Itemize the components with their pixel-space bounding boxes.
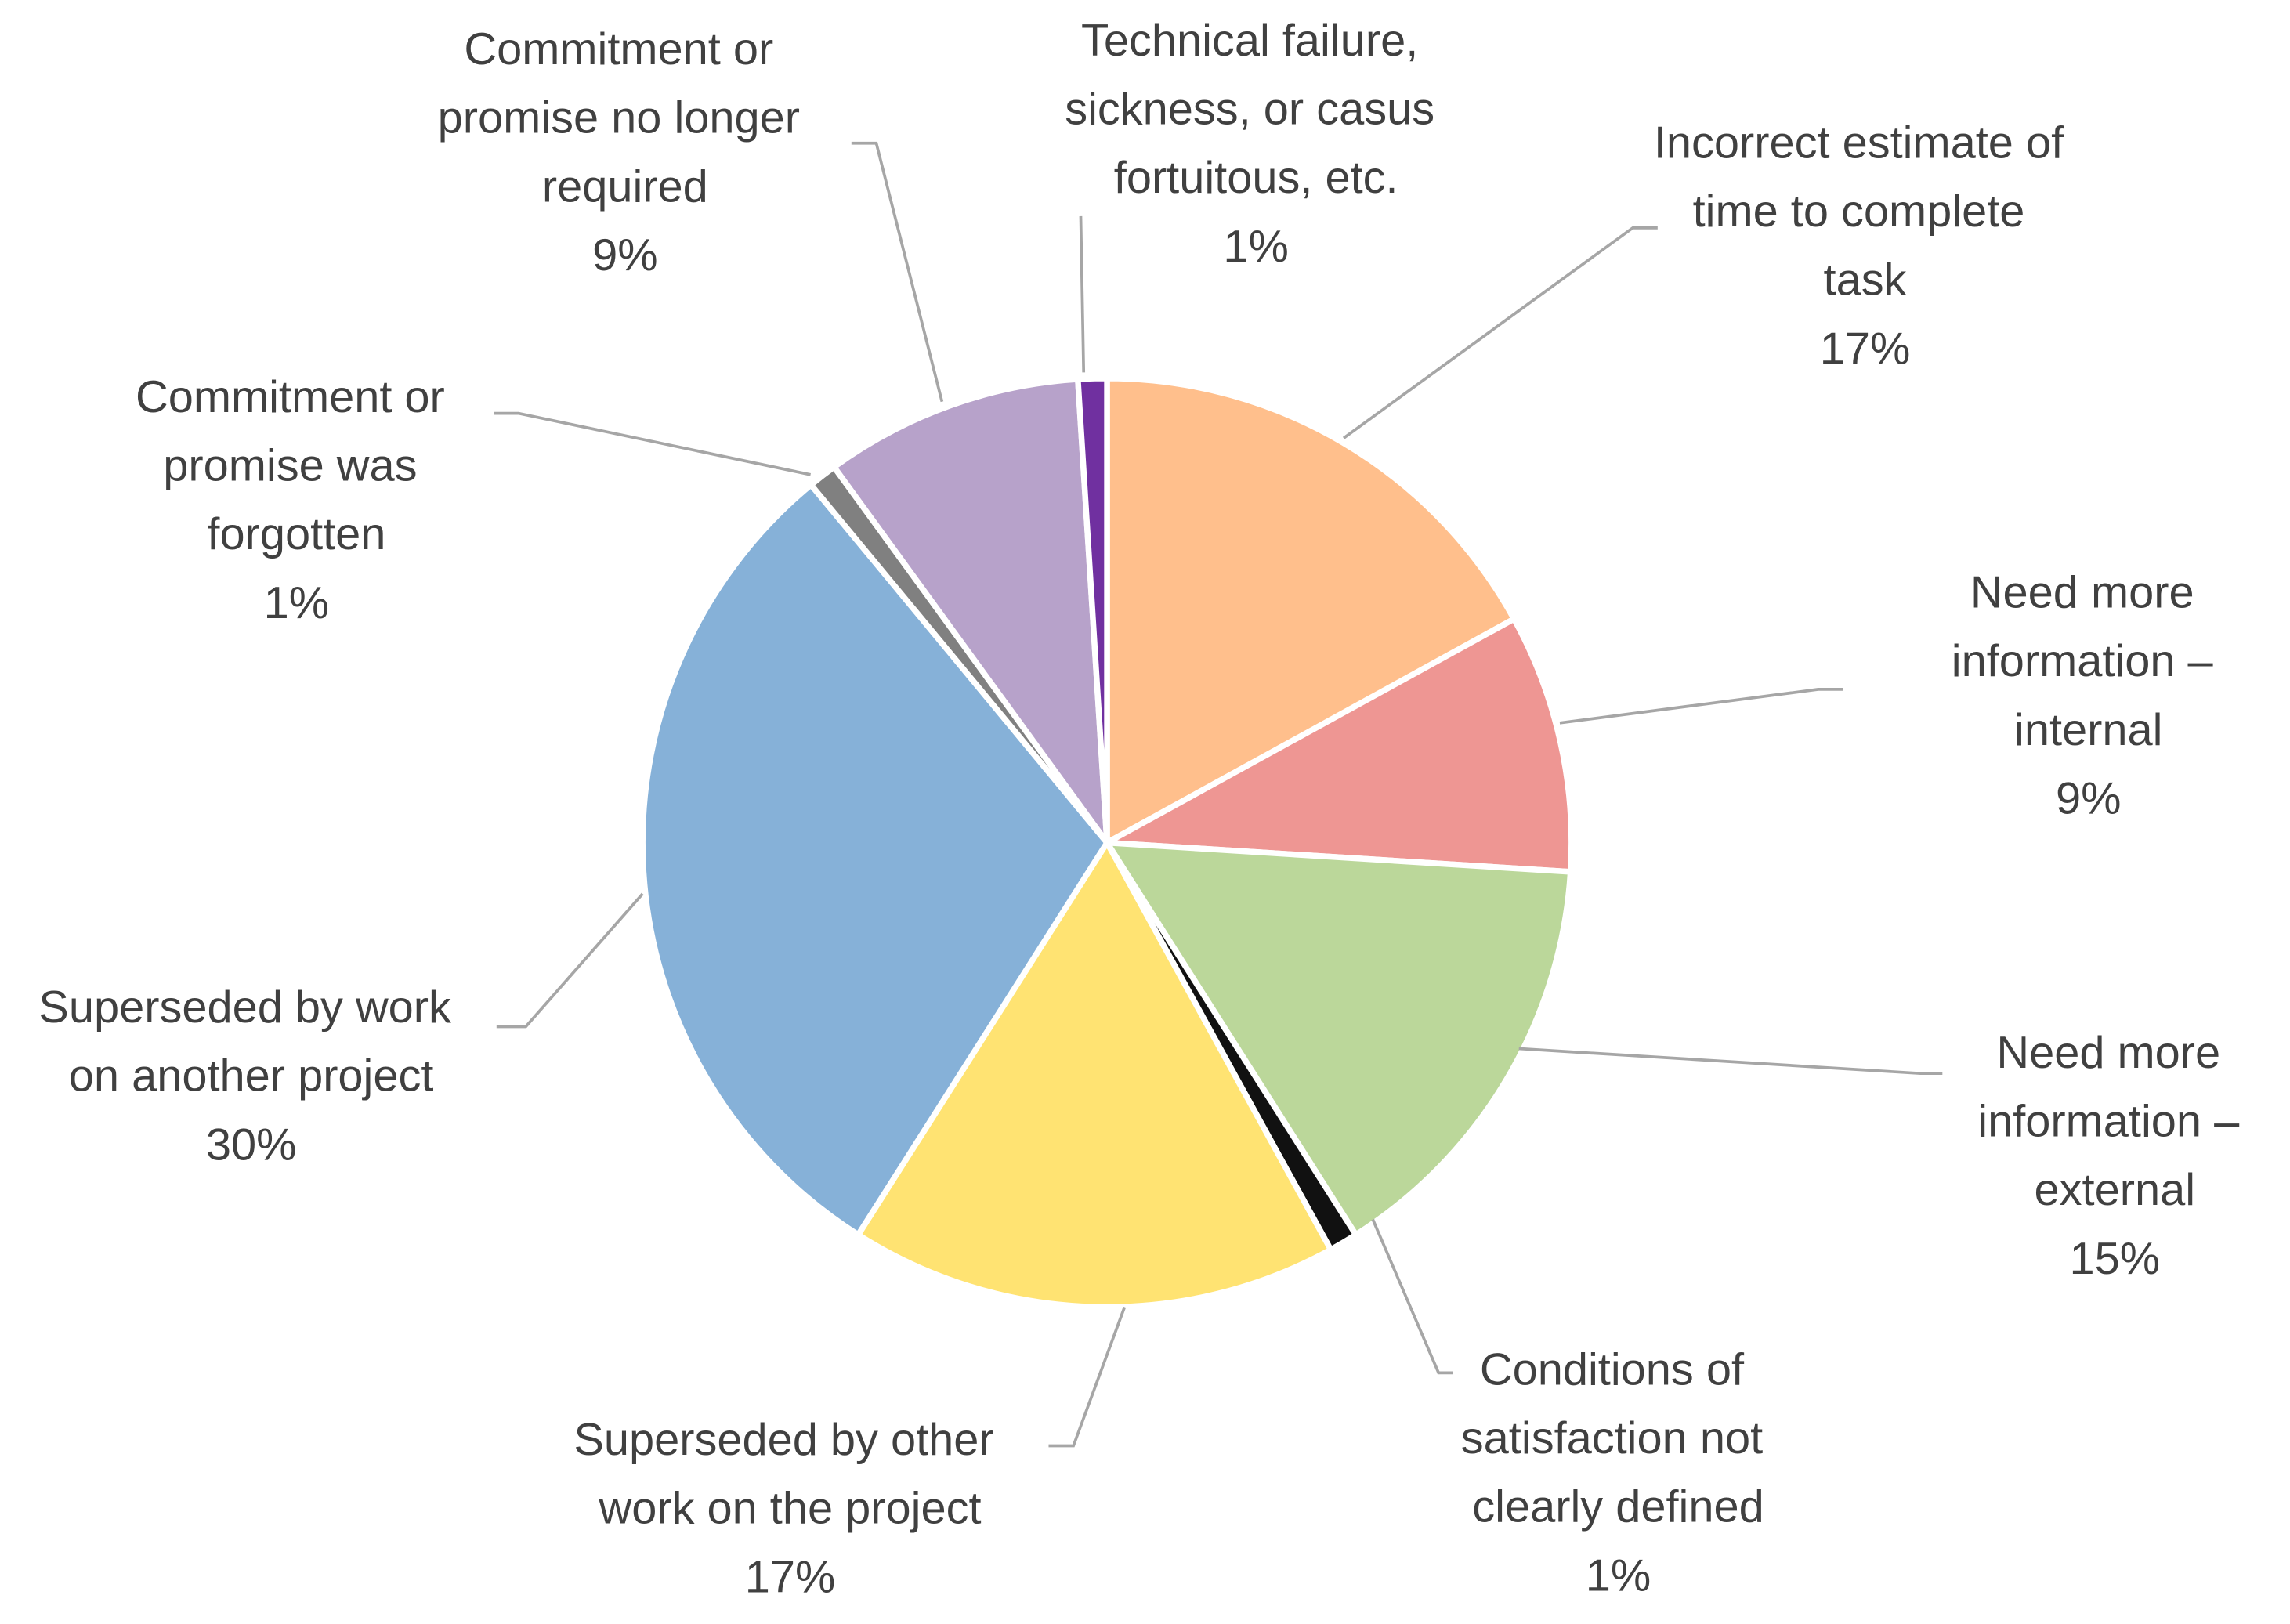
data-label-category: Commitment or promise was forgotten: [136, 372, 458, 559]
data-label-value: 1%: [264, 578, 330, 628]
label-line: required: [542, 162, 708, 212]
label-line: internal: [2014, 705, 2162, 755]
leader-line: [1559, 688, 1843, 725]
data-label-value: 1%: [1223, 222, 1289, 272]
pie-slice: [639, 480, 1111, 1239]
label-line: time to complete: [1693, 186, 2038, 237]
data-label-value: 17%: [745, 1552, 836, 1602]
label-line: Superseded by other: [573, 1415, 1006, 1465]
pie-slice: [1074, 375, 1110, 843]
label-line: Need more: [1970, 568, 2207, 618]
label-line: work on the project: [598, 1484, 981, 1534]
leader-line: [1342, 226, 1658, 439]
label-line: Superseded by work: [38, 982, 464, 1033]
label-line: Need more: [1996, 1028, 2233, 1078]
data-label-value: 1%: [1586, 1550, 1651, 1600]
leader-line: [1048, 1306, 1127, 1448]
data-label-value: 15%: [2069, 1234, 2160, 1284]
pie-slice: [1101, 839, 1574, 1239]
leader-line: [496, 892, 644, 1029]
pie-slice: [1104, 375, 1518, 848]
label-line: sickness, or casus: [1065, 85, 1447, 135]
pie-slice: [1096, 614, 1575, 875]
label-line: fortuitous, etc.: [1114, 153, 1398, 203]
label-line: Commitment or: [136, 372, 458, 422]
data-label-category: Superseded by work on another project: [38, 982, 464, 1101]
leader-line: [1518, 1047, 1943, 1076]
data-label-value: 17%: [1820, 324, 1911, 374]
pie-slice: [854, 837, 1335, 1311]
leader-line: [851, 141, 944, 403]
data-label-category: Technical failure, sickness, or casus fo…: [1065, 16, 1447, 203]
label-line: forgotten: [207, 509, 385, 559]
leader-line: [1371, 1218, 1453, 1375]
label-line: Incorrect estimate of: [1654, 118, 2076, 168]
data-label-category: Superseded by other work on the project: [573, 1415, 1006, 1534]
data-label-category: Incorrect estimate of time to complete t…: [1654, 118, 2076, 306]
label-line: external: [2035, 1165, 2196, 1215]
data-label-value: 9%: [592, 230, 658, 280]
data-label-category: Commitment or promise no longer required: [438, 24, 812, 212]
label-line: satisfaction not: [1461, 1413, 1775, 1463]
data-label-category: Conditions of satisfaction not clearly d…: [1461, 1345, 1775, 1532]
label-line: Conditions of: [1480, 1345, 1756, 1395]
label-line: promise no longer: [438, 93, 812, 143]
label-line: information –: [1952, 636, 2226, 686]
label-line: information –: [1977, 1097, 2252, 1147]
label-line: clearly defined: [1472, 1482, 1764, 1532]
data-label-value: 9%: [2056, 774, 2122, 824]
pie-slice: [830, 376, 1111, 853]
data-label-value: 30%: [206, 1120, 297, 1170]
label-line: Commitment or: [464, 24, 786, 74]
data-label-category: Need more information – external: [1977, 1028, 2252, 1215]
leader-line: [494, 411, 811, 476]
label-line: on another project: [69, 1051, 434, 1101]
label-line: task: [1824, 255, 1907, 306]
label-line: promise was: [163, 441, 429, 491]
data-label-category: Need more information – internal: [1952, 568, 2226, 755]
leader-line: [1079, 215, 1086, 373]
label-line: Technical failure,: [1081, 16, 1431, 66]
